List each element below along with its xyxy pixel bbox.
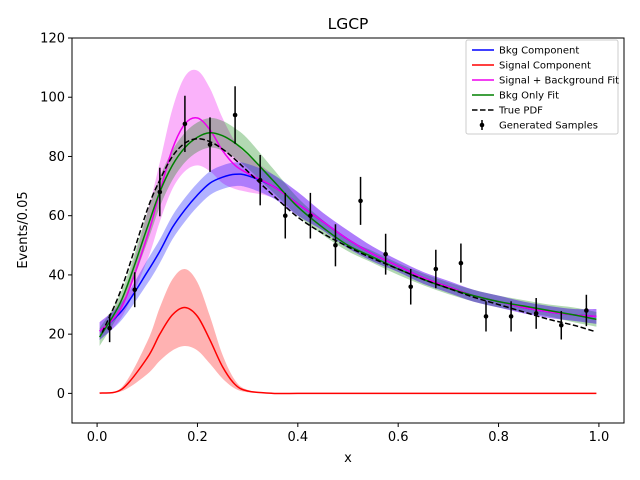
sample-point bbox=[408, 269, 414, 305]
legend-item-true-pdf: True PDF bbox=[472, 106, 543, 117]
plot-frame bbox=[71, 37, 625, 424]
sample-point bbox=[132, 272, 138, 308]
y-axis-ticks: 0 20 40 60 80 100 120 bbox=[40, 32, 72, 402]
sample-marker bbox=[483, 314, 489, 319]
legend-items: Bkg Component Signal Component Signal + Ba… bbox=[472, 46, 619, 132]
legend-item-generated-samples: Generated Samples bbox=[479, 120, 598, 132]
sample-point bbox=[533, 298, 539, 329]
legend-box bbox=[465, 39, 619, 135]
y-tick-label: 60 bbox=[48, 209, 65, 224]
legend-label: Bkg Only Fit bbox=[499, 91, 559, 102]
legend-label: Signal Component bbox=[499, 61, 591, 72]
sample-marker bbox=[533, 311, 539, 316]
x-tick-label: 1.0 bbox=[589, 430, 610, 445]
sample-point bbox=[383, 233, 388, 275]
sample-point bbox=[508, 301, 514, 332]
x-tick-label: 0.8 bbox=[488, 430, 509, 445]
sample-marker bbox=[333, 243, 338, 248]
sample-marker bbox=[157, 189, 163, 195]
sample-point bbox=[207, 117, 213, 172]
legend-item-bkg-only-fit: Bkg Only Fit bbox=[472, 91, 559, 102]
sample-marker bbox=[383, 251, 388, 257]
sample-point bbox=[308, 192, 313, 239]
y-axis-label: Events/0.05 bbox=[16, 191, 31, 268]
legend-label: Bkg Component bbox=[499, 46, 579, 57]
x-tick-label: 0.6 bbox=[388, 430, 409, 445]
legend-marker bbox=[479, 122, 485, 128]
sample-marker bbox=[308, 213, 313, 218]
legend-item-bkg-component: Bkg Component bbox=[472, 46, 579, 57]
sample-point bbox=[433, 249, 439, 289]
legend-item-signal-background-fit: Signal + Background Fit bbox=[472, 76, 619, 87]
legend: Bkg Component Signal Component Signal + Ba… bbox=[465, 39, 619, 135]
chart-title: LGCP bbox=[328, 15, 369, 33]
sample-marker bbox=[207, 142, 213, 147]
x-axis-ticks: 0.0 0.2 0.4 0.6 0.8 1.0 bbox=[87, 423, 610, 445]
sample-marker bbox=[132, 287, 138, 293]
sample-point bbox=[157, 167, 163, 217]
sample-point bbox=[282, 192, 288, 239]
sample-point bbox=[257, 154, 263, 206]
legend-label: Generated Samples bbox=[499, 121, 598, 132]
sample-marker bbox=[458, 260, 464, 266]
sample-marker bbox=[358, 198, 363, 204]
sample-marker bbox=[558, 322, 564, 328]
x-tick-label: 0.0 bbox=[87, 430, 108, 445]
sample-marker bbox=[107, 325, 112, 331]
x-axis-label: x bbox=[344, 451, 352, 466]
signal-background-fit-band bbox=[99, 69, 597, 341]
sample-point bbox=[107, 314, 112, 343]
sample-marker bbox=[257, 177, 263, 183]
sample-marker bbox=[584, 308, 589, 313]
y-tick-label: 80 bbox=[48, 150, 65, 165]
generated-samples bbox=[107, 86, 589, 343]
y-tick-label: 100 bbox=[40, 91, 65, 106]
sample-point bbox=[558, 311, 564, 340]
sample-point bbox=[358, 176, 363, 225]
x-tick-label: 0.2 bbox=[187, 430, 208, 445]
legend-label: True PDF bbox=[498, 106, 543, 117]
sample-marker bbox=[282, 213, 288, 218]
y-tick-label: 120 bbox=[40, 32, 65, 47]
sample-point bbox=[333, 224, 338, 267]
y-tick-label: 20 bbox=[48, 328, 65, 343]
sample-point bbox=[483, 301, 489, 332]
sample-point bbox=[458, 243, 464, 283]
sample-marker bbox=[408, 284, 414, 290]
sample-marker bbox=[232, 112, 238, 118]
signal-component-line bbox=[99, 306, 597, 395]
y-tick-label: 0 bbox=[57, 387, 65, 402]
sample-point bbox=[584, 294, 589, 327]
sample-point bbox=[182, 95, 188, 153]
sample-marker bbox=[182, 121, 188, 127]
legend-item-signal-component: Signal Component bbox=[472, 61, 591, 72]
true-pdf-line bbox=[101, 137, 595, 333]
bkg-only-fit-line bbox=[98, 132, 597, 338]
legend-label: Signal + Background Fit bbox=[499, 76, 619, 87]
signal-component-band bbox=[99, 268, 597, 394]
x-tick-label: 0.4 bbox=[287, 430, 308, 445]
sample-marker bbox=[433, 266, 439, 272]
sample-marker bbox=[508, 314, 514, 319]
y-tick-label: 40 bbox=[48, 268, 65, 283]
sample-point bbox=[232, 86, 238, 144]
fit-curves bbox=[98, 116, 597, 395]
